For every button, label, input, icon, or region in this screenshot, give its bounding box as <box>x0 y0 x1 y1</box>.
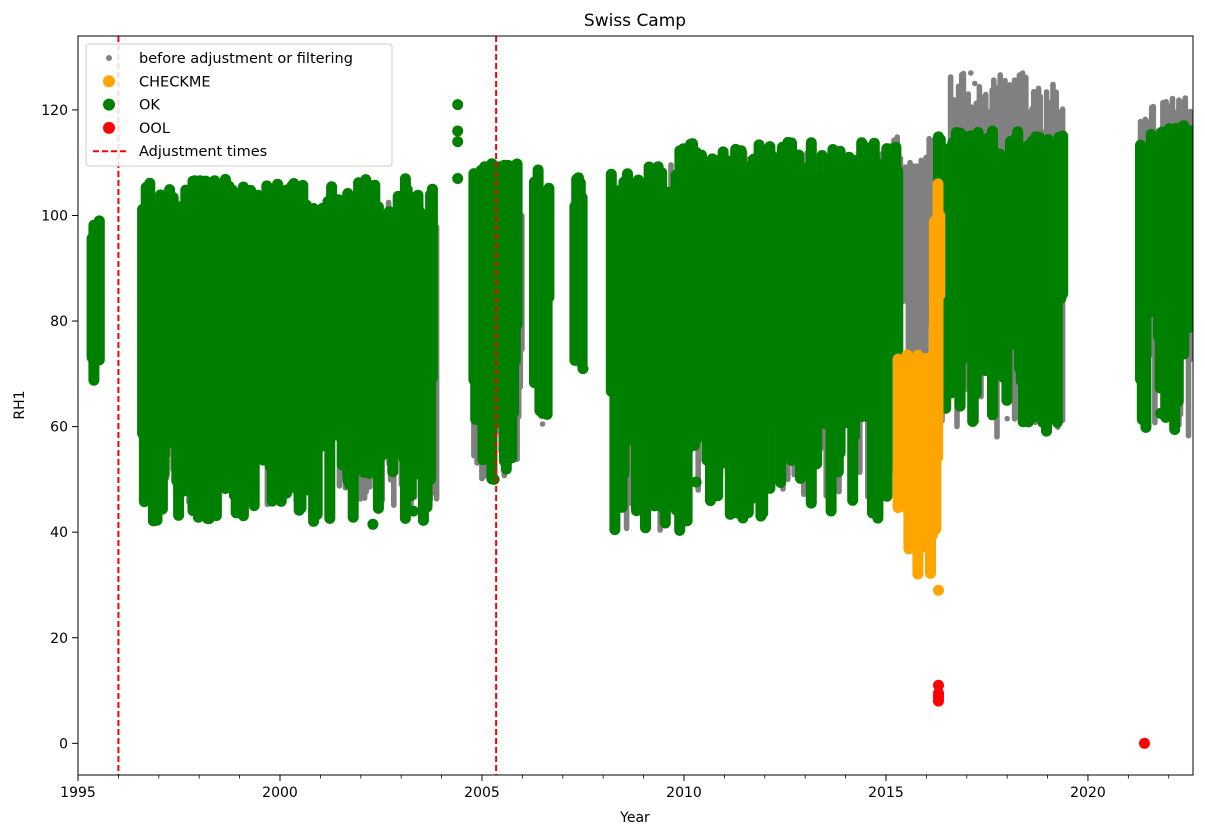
y-tick-label: 60 <box>50 420 68 436</box>
series-checkme-point <box>933 584 944 596</box>
legend-box <box>85 43 393 167</box>
series-ool-point <box>933 679 944 691</box>
series-ok-point <box>690 476 702 488</box>
chart-title: Swiss Camp <box>584 11 686 31</box>
adjustment-lines <box>117 36 498 775</box>
y-axis-label: RH1 <box>12 390 28 419</box>
series-ok-point <box>488 473 500 485</box>
series-ok-point <box>367 518 379 530</box>
series-ool-point <box>933 695 944 707</box>
x-axis: 1995 2000 2005 2010 2015 2020 <box>60 775 1170 801</box>
y-tick-label: 100 <box>41 208 68 224</box>
y-tick-label: 40 <box>50 525 68 541</box>
x-tick-label: 2015 <box>868 785 904 801</box>
x-tick-label: 1995 <box>60 785 96 801</box>
x-tick-label: 2000 <box>262 785 298 801</box>
series-before-point <box>539 421 546 427</box>
data-marks <box>86 70 1193 749</box>
series-ok-point <box>1155 407 1167 419</box>
series-checkme <box>892 178 946 596</box>
plot-area <box>77 35 1194 776</box>
y-tick-label: 20 <box>50 631 68 647</box>
y-tick-label: 0 <box>59 736 68 752</box>
series-ok-point <box>452 125 464 137</box>
series-ok-point <box>577 363 589 375</box>
x-axis-label: Year <box>619 810 650 826</box>
series-ok-point <box>452 99 464 111</box>
series-ool-point <box>1139 737 1150 749</box>
series-ok <box>86 99 1193 536</box>
legend-marker-ok <box>103 98 115 111</box>
series-ok-point <box>452 173 464 184</box>
legend-label-ok: OK <box>139 98 160 114</box>
legend-marker-ool <box>103 121 115 134</box>
legend-label-ool: OOL <box>139 121 170 137</box>
series-before-point <box>972 80 978 87</box>
legend-marker-checkme <box>103 75 115 88</box>
legend-label-checkme: CHECKME <box>139 74 211 90</box>
legend: before adjustment or filtering CHECKME OK O… <box>85 43 393 167</box>
series-ok-point <box>407 505 419 517</box>
legend-label-adjustment: Adjustment times <box>139 144 267 160</box>
legend-marker-before <box>106 55 112 61</box>
y-tick-label: 120 <box>41 103 68 119</box>
series-ok-point <box>452 136 464 148</box>
plot-frame <box>77 35 1194 776</box>
series-before-point <box>1004 415 1010 422</box>
series-before-point <box>968 70 974 76</box>
y-tick-label: 80 <box>50 314 68 330</box>
series-ool <box>933 679 1150 749</box>
series-ok-point <box>799 439 811 451</box>
series-ok-point <box>537 407 549 419</box>
x-tick-label: 2020 <box>1070 785 1106 801</box>
x-tick-label: 2010 <box>666 785 702 801</box>
legend-label-before: before adjustment or filtering <box>139 51 353 67</box>
series-before-point <box>976 107 982 113</box>
x-tick-label: 2005 <box>464 785 500 801</box>
y-axis: 0 20 40 60 80 100 120 <box>41 103 78 752</box>
